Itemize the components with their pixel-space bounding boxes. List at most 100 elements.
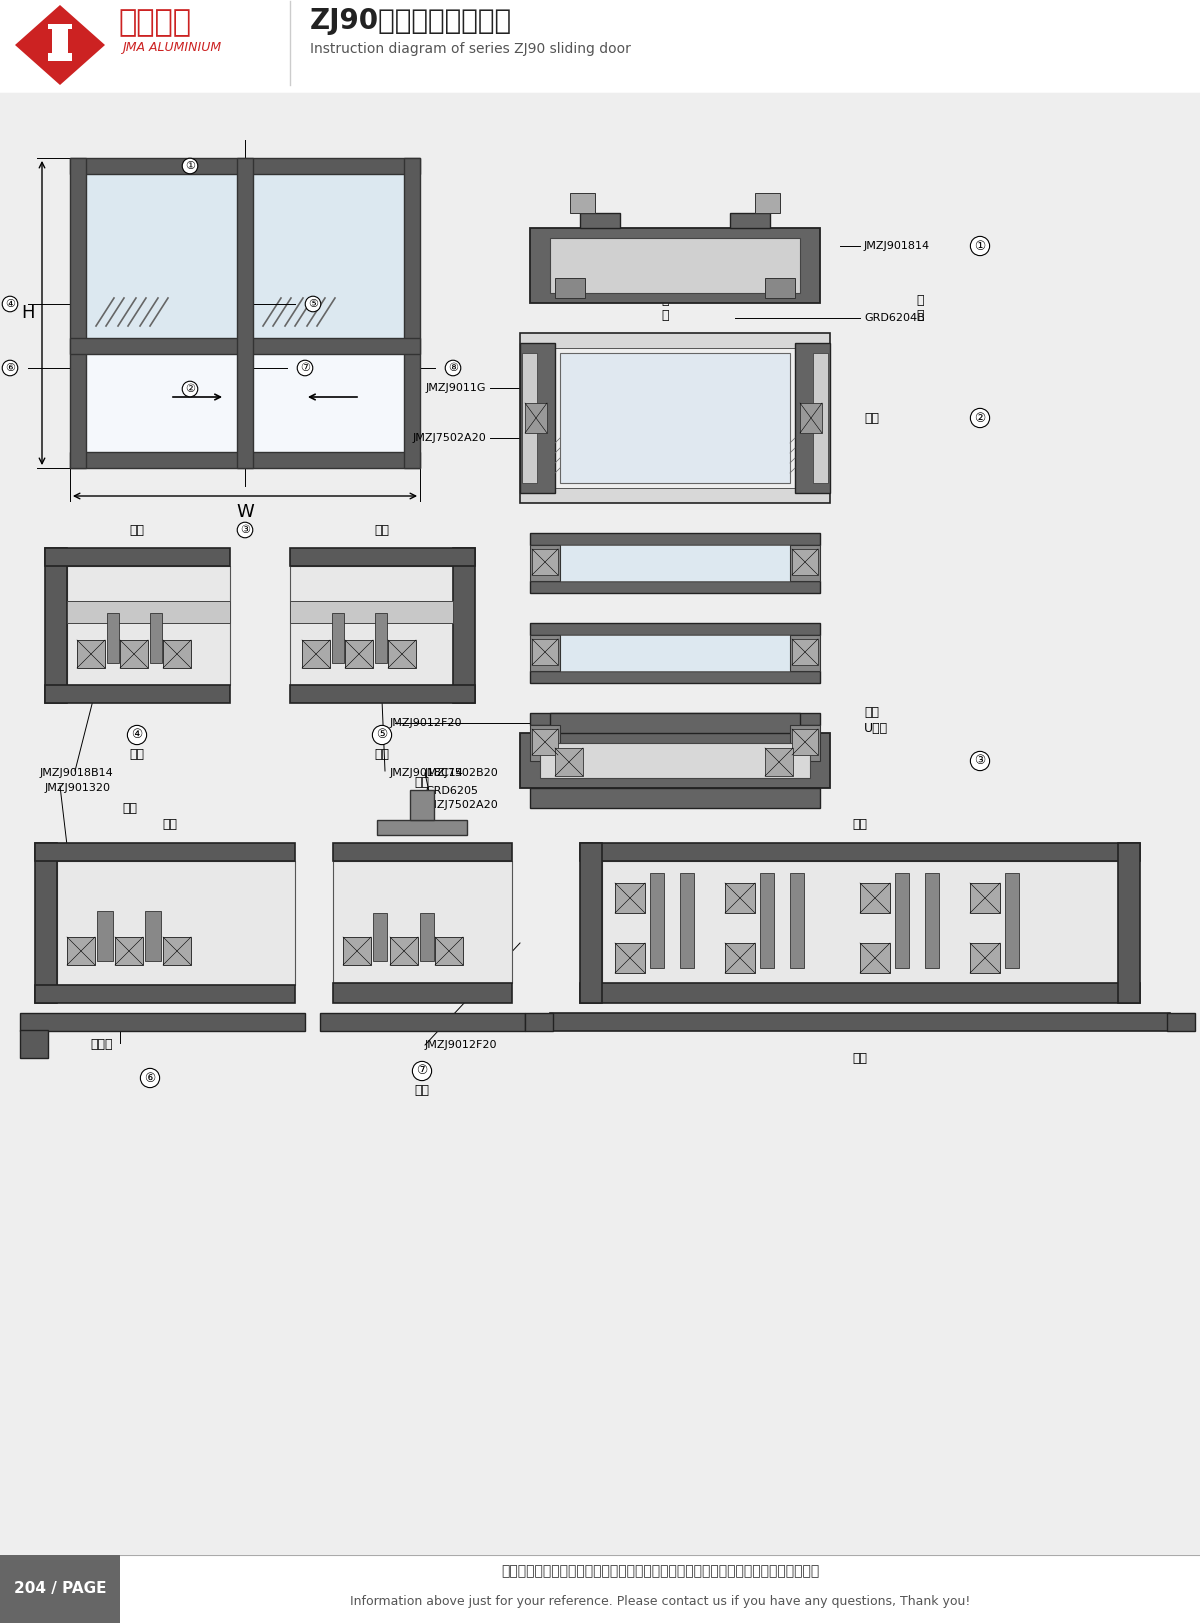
Bar <box>790 725 820 761</box>
Bar <box>760 873 774 967</box>
Bar <box>290 601 454 623</box>
Text: ③: ③ <box>974 755 985 768</box>
Text: JMZJ7502A20: JMZJ7502A20 <box>425 800 499 810</box>
Bar <box>526 1013 553 1031</box>
Text: 室内: 室内 <box>374 524 390 537</box>
Bar <box>330 1014 515 1026</box>
Bar <box>320 1013 526 1031</box>
Text: 毛条: 毛条 <box>864 412 878 425</box>
Bar <box>290 685 475 703</box>
Bar <box>20 1031 48 1058</box>
Bar <box>560 725 790 761</box>
Bar <box>0 1555 120 1623</box>
Text: GRD6205: GRD6205 <box>425 786 478 795</box>
Bar <box>530 670 820 683</box>
Bar <box>436 936 463 966</box>
Bar <box>532 729 558 755</box>
Bar <box>725 883 755 914</box>
Bar <box>290 549 475 566</box>
Bar <box>550 239 800 294</box>
Text: 室
外: 室 外 <box>917 294 924 321</box>
Bar <box>602 860 1118 984</box>
Bar <box>377 820 467 834</box>
Text: 塑料条: 塑料条 <box>90 1039 113 1052</box>
Bar <box>67 936 95 966</box>
Bar <box>454 549 475 703</box>
Bar <box>970 883 1000 914</box>
Bar <box>48 24 72 29</box>
Bar <box>1006 873 1019 967</box>
Bar <box>390 936 418 966</box>
Bar <box>530 545 560 581</box>
Text: 室
内: 室 内 <box>661 294 668 321</box>
Text: ①: ① <box>974 240 985 253</box>
Bar <box>163 639 191 669</box>
Bar <box>70 157 86 467</box>
Bar <box>346 639 373 669</box>
Text: W: W <box>236 503 254 521</box>
Bar <box>30 1014 300 1026</box>
Bar <box>86 354 238 451</box>
Bar <box>404 157 420 467</box>
Text: 室外: 室外 <box>374 748 390 761</box>
Bar <box>792 639 818 665</box>
Bar <box>52 28 68 55</box>
Bar <box>532 639 558 665</box>
Bar <box>332 613 344 664</box>
Bar <box>290 566 454 685</box>
Bar <box>570 193 595 213</box>
Bar <box>253 174 404 338</box>
Bar <box>530 761 820 773</box>
Text: 室内: 室内 <box>122 802 138 815</box>
Bar <box>550 712 800 734</box>
Text: JMZJ9012F20: JMZJ9012F20 <box>390 717 462 729</box>
Bar <box>800 403 822 433</box>
Bar <box>792 549 818 575</box>
Text: 室外: 室外 <box>130 748 144 761</box>
Bar <box>46 685 230 703</box>
Text: 坚美铝业: 坚美铝业 <box>118 8 191 37</box>
Bar <box>766 278 796 299</box>
Bar <box>530 532 820 545</box>
Text: 滑轮: 滑轮 <box>864 706 878 719</box>
Bar <box>373 914 386 961</box>
Text: 室内: 室内 <box>130 524 144 537</box>
Bar <box>46 549 230 566</box>
Bar <box>680 873 694 967</box>
Bar <box>970 943 1000 974</box>
Bar <box>70 451 420 467</box>
Bar <box>725 943 755 974</box>
Bar <box>35 842 295 860</box>
Bar <box>67 566 230 685</box>
Bar <box>560 352 790 484</box>
Bar <box>580 213 620 227</box>
Text: ①: ① <box>185 161 194 170</box>
Bar <box>163 936 191 966</box>
Bar <box>925 873 940 967</box>
Text: 室外: 室外 <box>414 1084 430 1097</box>
Text: JMZJ9011G: JMZJ9011G <box>426 383 486 393</box>
Text: ⑦: ⑦ <box>300 364 310 373</box>
Text: 室内: 室内 <box>414 776 430 789</box>
Text: ZJ90系列推拉门结构图: ZJ90系列推拉门结构图 <box>310 6 512 36</box>
Polygon shape <box>14 5 106 84</box>
Bar <box>532 549 558 575</box>
Bar <box>530 581 820 592</box>
Bar <box>67 601 230 623</box>
Bar <box>410 790 434 820</box>
Bar <box>796 342 830 493</box>
Text: JMZJ9018C14: JMZJ9018C14 <box>390 768 464 777</box>
Bar <box>560 635 790 670</box>
Text: Instruction diagram of series ZJ90 sliding door: Instruction diagram of series ZJ90 slidi… <box>310 42 631 57</box>
Text: Information above just for your reference. Please contact us if you have any que: Information above just for your referenc… <box>350 1594 970 1607</box>
Text: ⑧: ⑧ <box>448 364 458 373</box>
Bar <box>1118 842 1140 1003</box>
Text: JMZJ7502A20: JMZJ7502A20 <box>413 433 486 443</box>
Bar <box>238 157 253 467</box>
Bar <box>1166 1013 1195 1031</box>
Bar <box>790 545 820 581</box>
Bar <box>792 729 818 755</box>
Bar <box>520 333 830 503</box>
Bar <box>560 545 790 581</box>
Bar <box>540 347 810 489</box>
